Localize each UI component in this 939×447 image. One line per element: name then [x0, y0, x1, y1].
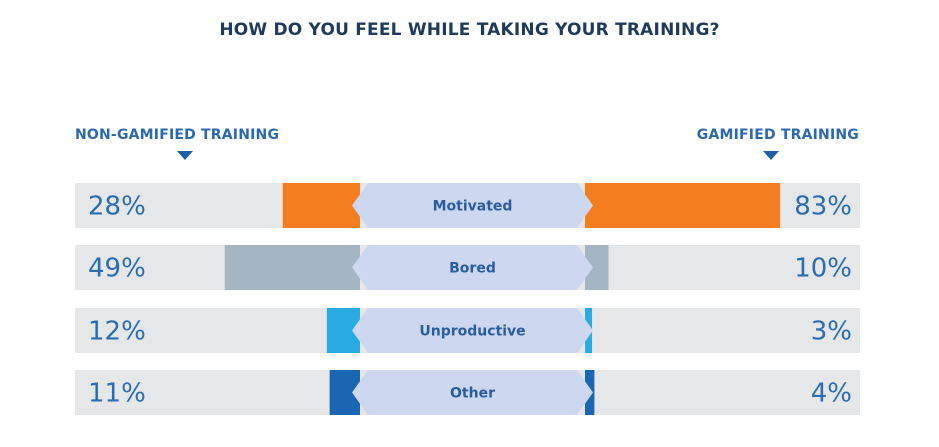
value-label-left: 49% [88, 254, 146, 284]
chart-title: HOW DO YOU FEEL WHILE TAKING YOUR TRAINI… [219, 20, 720, 40]
category-band [352, 308, 593, 353]
value-label-right: 4% [811, 379, 852, 409]
category-band [352, 245, 593, 290]
value-label-left: 28% [88, 192, 146, 222]
bar-right-bored [585, 245, 609, 290]
category-band [352, 183, 593, 228]
bar-left-motivated [282, 183, 360, 228]
category-label: Other [450, 386, 495, 402]
value-label-left: 11% [88, 379, 146, 409]
value-label-left: 12% [88, 317, 146, 347]
value-label-right: 83% [794, 192, 852, 222]
right-down-arrow-icon [763, 151, 779, 160]
left-down-arrow-icon [177, 151, 193, 160]
category-band [352, 370, 593, 415]
category-label: Motivated [433, 199, 513, 215]
left-series-label: NON-GAMIFIED TRAINING [75, 127, 280, 143]
category-label: Unproductive [419, 324, 525, 340]
value-label-right: 10% [794, 254, 852, 284]
bar-left-bored [224, 245, 360, 290]
value-label-right: 3% [811, 317, 852, 347]
right-series-label: GAMIFIED TRAINING [696, 127, 859, 143]
category-label: Bored [449, 261, 496, 277]
bar-right-motivated [585, 183, 781, 228]
